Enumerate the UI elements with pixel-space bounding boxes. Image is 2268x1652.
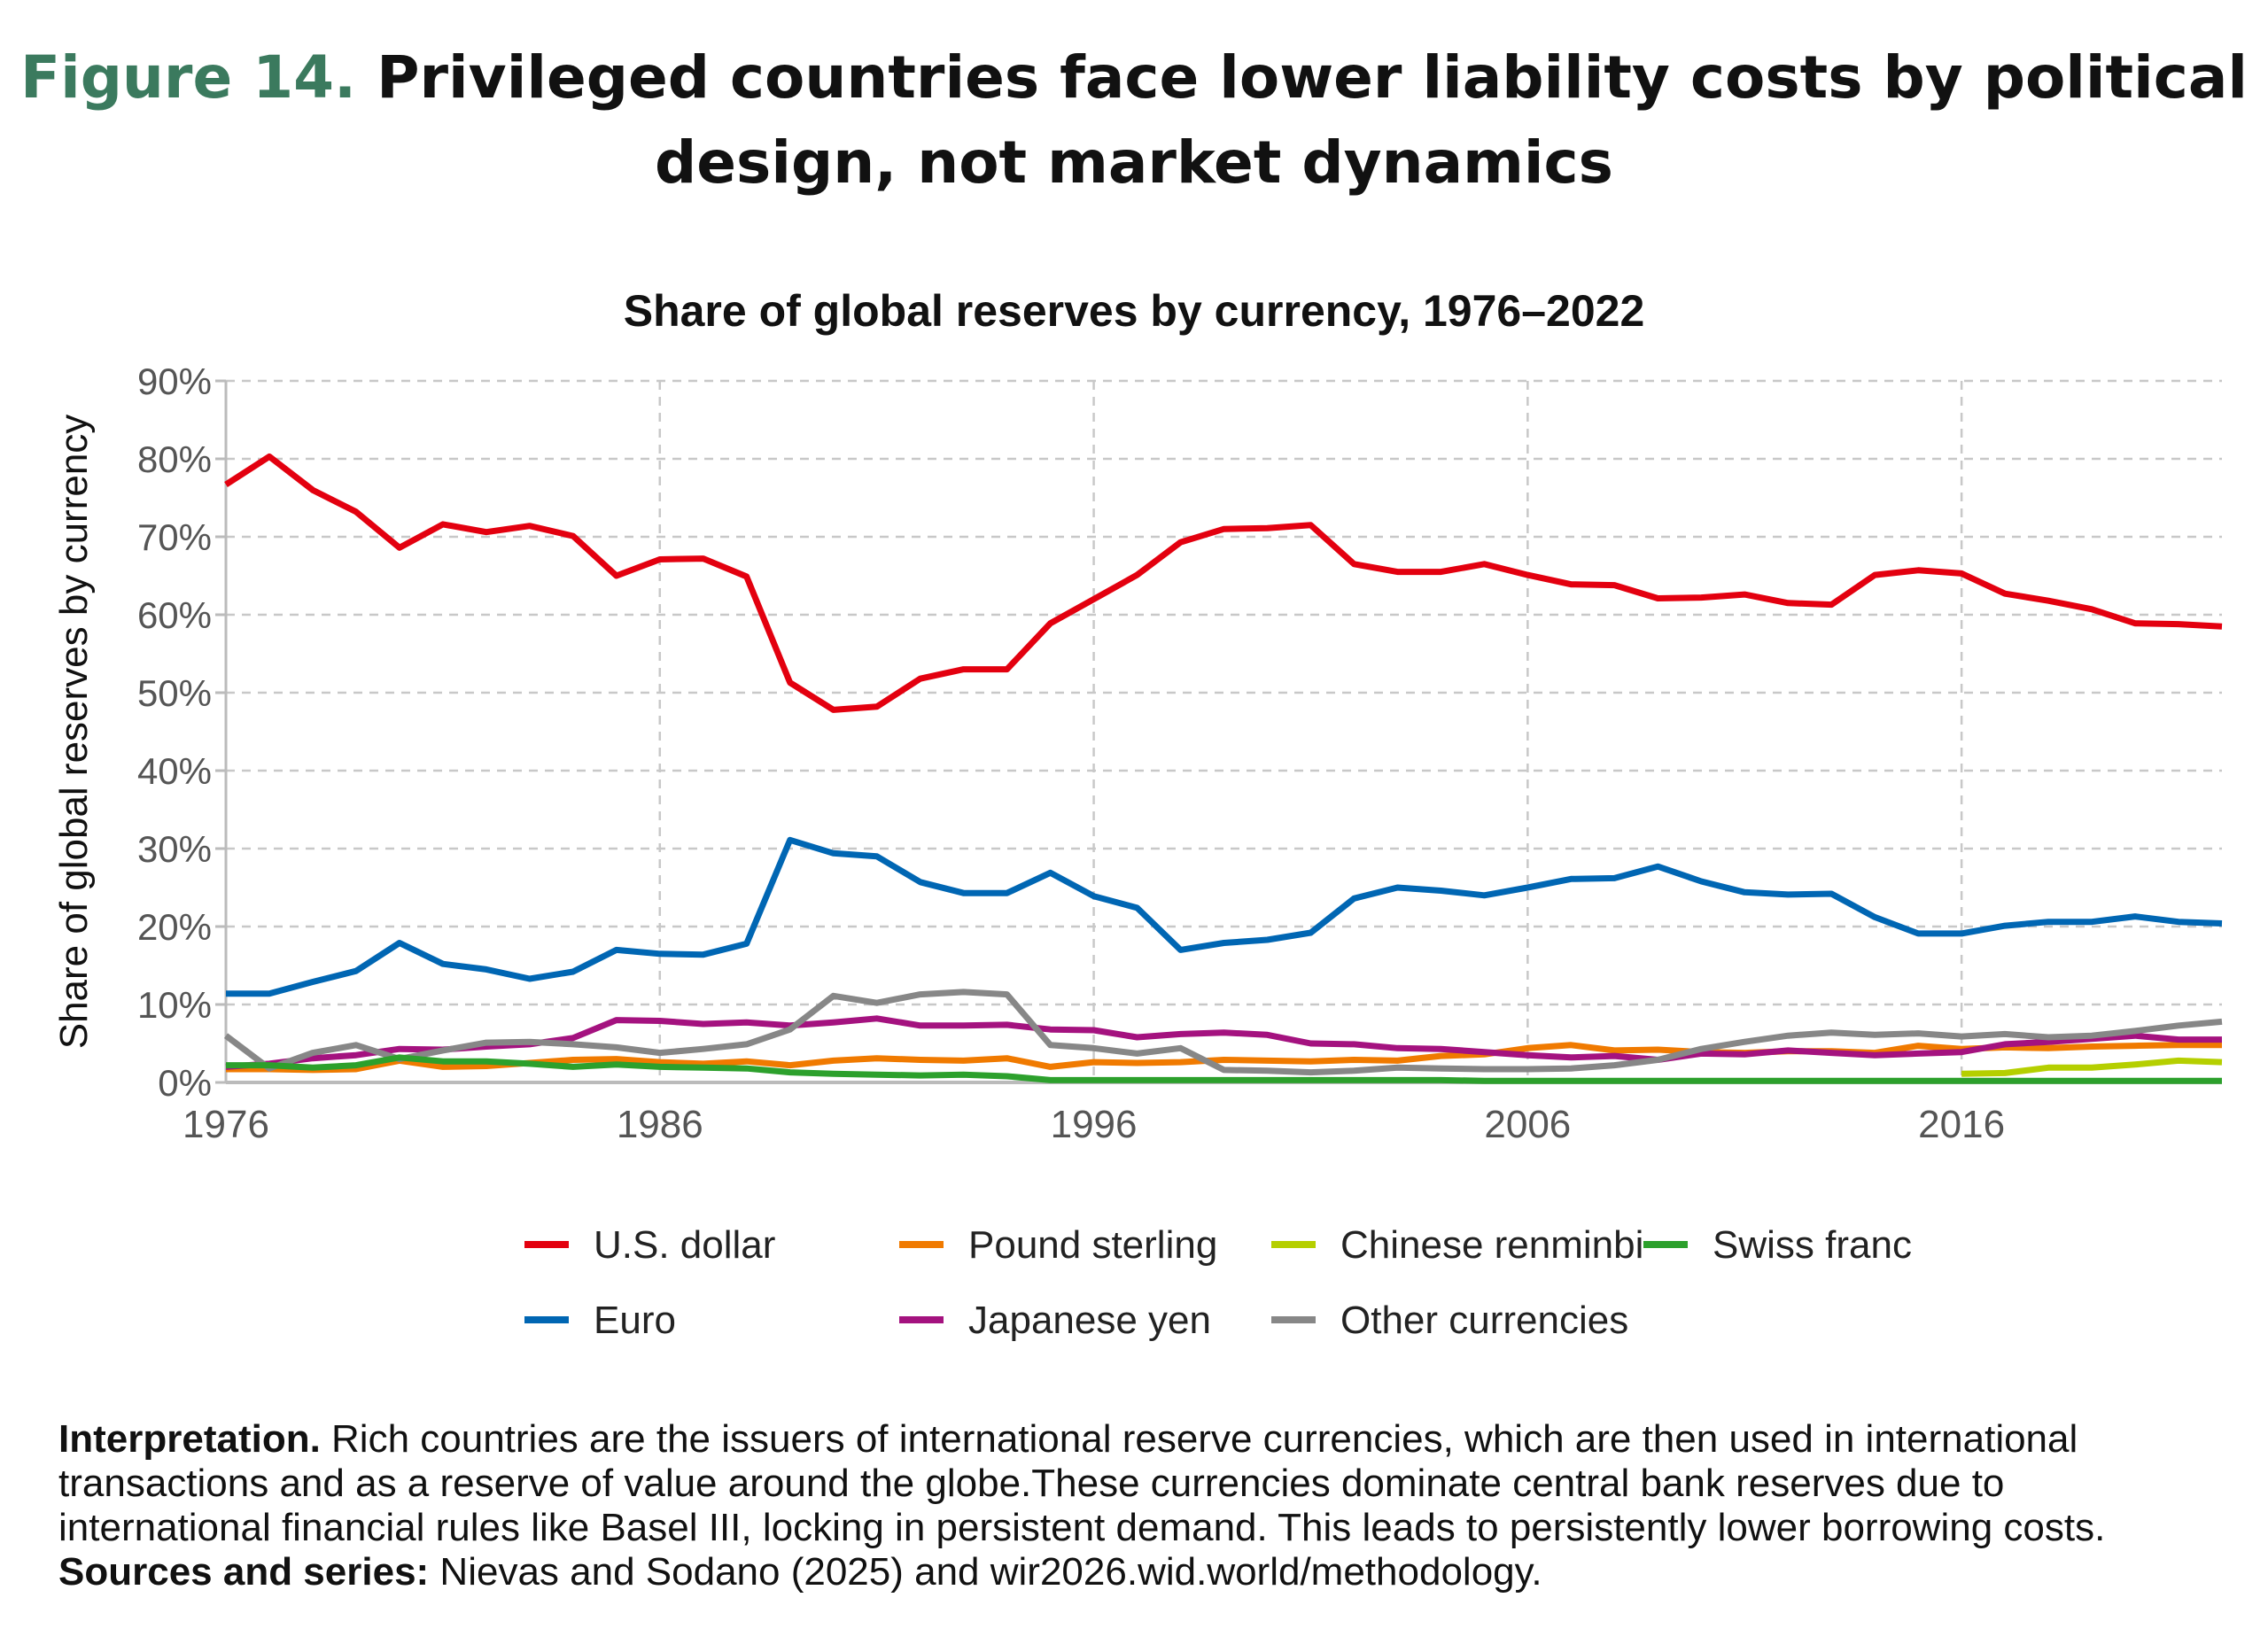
series-line-japanese-yen bbox=[225, 1015, 2222, 1070]
x-tick-label: 1986 bbox=[617, 1103, 703, 1146]
y-tick-label: 10% bbox=[137, 984, 212, 1026]
y-tick-label: 70% bbox=[137, 516, 212, 558]
legend-label: Euro bbox=[594, 1299, 676, 1342]
y-tick-label: 0% bbox=[158, 1062, 212, 1104]
y-axis-label: Share of global reserves by currency bbox=[52, 415, 96, 1050]
series-line-chinese-renminbi bbox=[1961, 1057, 2223, 1077]
figure-title-text: Privileged countries face lower liabilit… bbox=[377, 43, 2248, 197]
figure-title: Figure 14. Privileged countries face low… bbox=[0, 35, 2268, 206]
series-line-u-s-dollar bbox=[224, 453, 2223, 713]
y-tick-label: 60% bbox=[137, 594, 212, 636]
x-tick-label: 1996 bbox=[1051, 1103, 1138, 1146]
series-line-other-currencies bbox=[223, 989, 2223, 1076]
interpretation-label: Interpretation. bbox=[58, 1417, 321, 1461]
y-tick-label: 80% bbox=[137, 438, 212, 480]
axes: 0% 10% 20% 30% 40% 50% 60% 70% 80% 90% 1976 1986 199… bbox=[137, 361, 2222, 1146]
x-tick-label: 1976 bbox=[183, 1103, 269, 1146]
legend-label: Other currencies bbox=[1340, 1299, 1628, 1342]
chart-title: Share of global reserves by currency, 19… bbox=[623, 286, 1645, 336]
series-line-swiss-franc bbox=[226, 1054, 2222, 1084]
y-tick-label: 20% bbox=[137, 906, 212, 948]
series-lines bbox=[223, 453, 2223, 1084]
series-line-pound-sterling bbox=[226, 1042, 2222, 1074]
legend-label: Swiss franc bbox=[1713, 1223, 1912, 1267]
legend-label: U.S. dollar bbox=[594, 1223, 775, 1267]
interpretation-text: Rich countries are the issuers of intern… bbox=[58, 1417, 2106, 1549]
y-tick-label: 50% bbox=[137, 672, 212, 714]
legend: U.S. dollar Pound sterling Chinese renminb… bbox=[524, 1223, 1912, 1342]
grid bbox=[226, 379, 2222, 1082]
sources-text: Nievas and Sodano (2025) and wir2026.wid… bbox=[429, 1550, 1542, 1594]
y-tick-label: 30% bbox=[137, 828, 212, 870]
footer-note: Interpretation. Rich countries are the i… bbox=[58, 1417, 2220, 1594]
figure-label: Figure 14. bbox=[19, 43, 357, 112]
legend-label: Chinese renminbi bbox=[1340, 1223, 1643, 1267]
y-tick-label: 90% bbox=[137, 361, 212, 402]
y-tick-label: 40% bbox=[137, 750, 212, 792]
x-tick-label: 2016 bbox=[1918, 1103, 2005, 1146]
series-line-euro bbox=[226, 836, 2223, 997]
legend-label: Pound sterling bbox=[968, 1223, 1217, 1267]
legend-label: Japanese yen bbox=[968, 1299, 1211, 1342]
sources-label: Sources and series: bbox=[58, 1550, 430, 1594]
x-tick-label: 2006 bbox=[1484, 1103, 1571, 1146]
